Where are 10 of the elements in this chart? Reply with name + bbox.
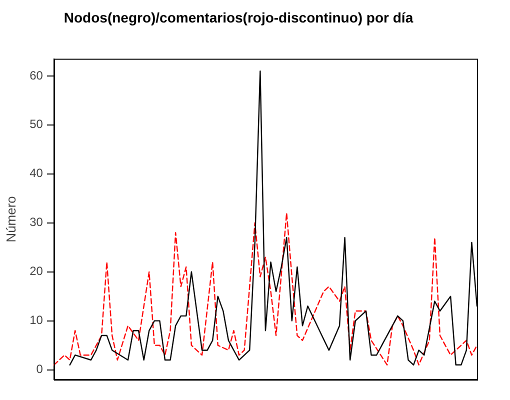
line-series <box>53 212 478 366</box>
y-tick-label: 0 <box>36 362 44 376</box>
y-tick-label: 60 <box>30 68 44 82</box>
y-tick-label: 50 <box>30 117 44 132</box>
y-tick-label: 20 <box>30 264 44 278</box>
y-tick-label: 10 <box>30 313 44 328</box>
chart-title: Nodos(negro)/comentarios(rojo-discontinuo) por día <box>64 9 414 26</box>
y-tick-label: 40 <box>30 166 44 180</box>
y-axis-title: Número <box>3 196 18 242</box>
y-tick-label: 30 <box>30 215 44 230</box>
